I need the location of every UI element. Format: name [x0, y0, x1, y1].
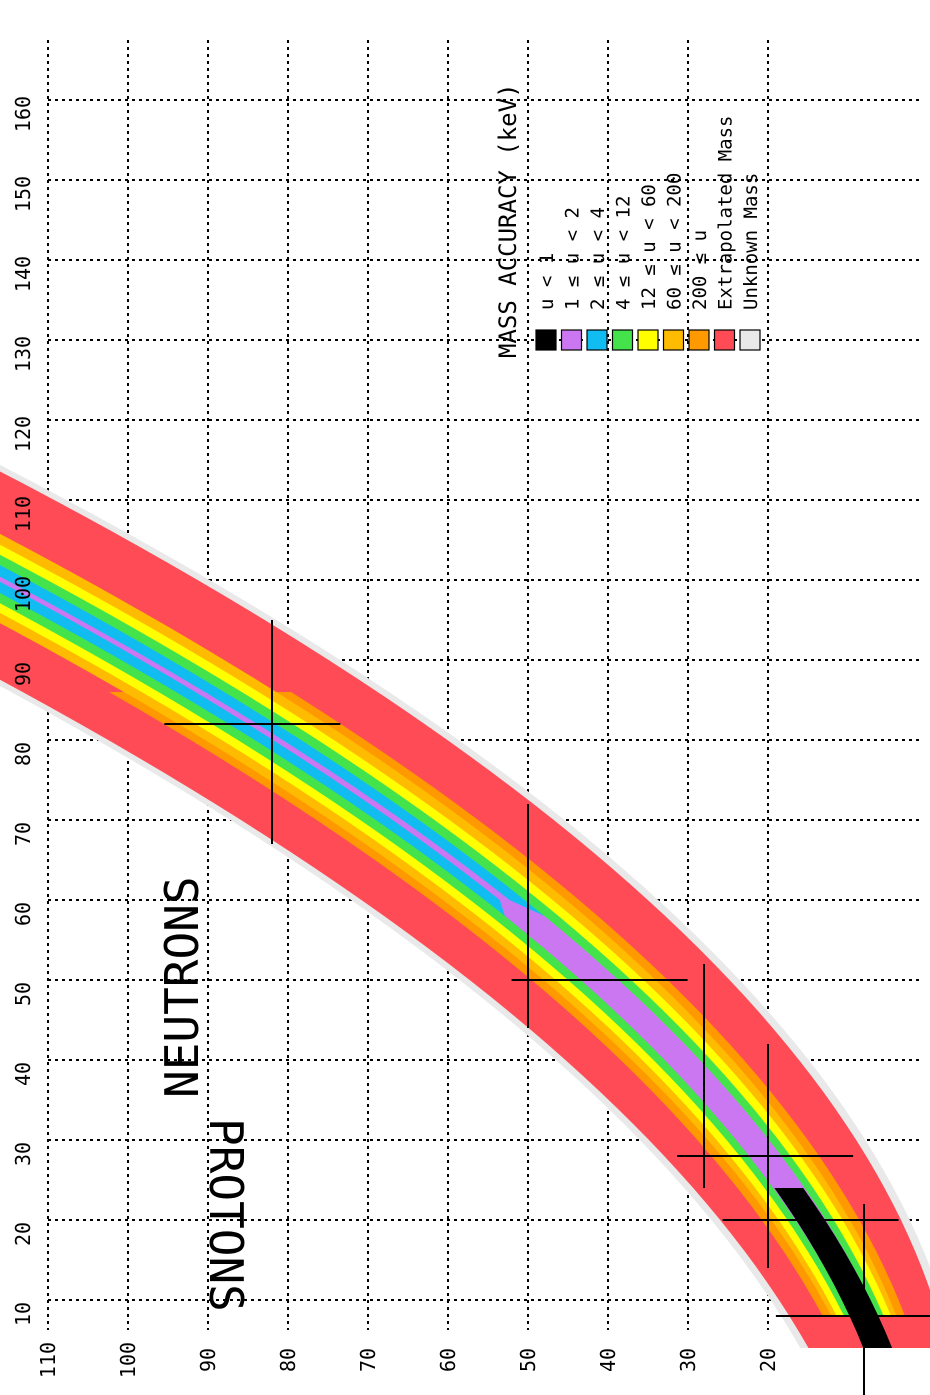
x-tick-label: 90 [11, 662, 35, 686]
neutron-axis-ticks: 10 20 30 40 50 60 70 80 90 100 110 120 130 140 150 160 [11, 96, 35, 1326]
legend-label: Extrapolated Mass [715, 116, 737, 310]
x-tick-label: 10 [11, 1302, 35, 1326]
legend-label: 12 ≤ u < 60 [638, 184, 660, 310]
band-4 [0, 544, 892, 1316]
legend-swatch [662, 329, 685, 351]
x-tick-label: 140 [11, 256, 35, 292]
legend-label: 60 ≤ u < 200 [664, 173, 686, 310]
legend-swatch [586, 329, 608, 351]
band-6 [0, 565, 876, 1316]
proton-axis-ticks: 20 30 40 50 60 70 80 90 100 110 [36, 1342, 780, 1378]
y-tick-label: 90 [196, 1348, 220, 1372]
legend-swatch [560, 329, 583, 351]
y-tick-label: 100 [116, 1342, 140, 1378]
x-tick-label: 160 [11, 96, 35, 132]
legend-title: MASS ACCURACY (keV) [494, 83, 522, 358]
y-tick-label: 110 [36, 1342, 60, 1378]
y-tick-label: 80 [276, 1348, 300, 1372]
y-tick-label: 40 [596, 1348, 620, 1372]
y-axis-title: PROTONS [199, 1118, 253, 1312]
y-tick-label: 20 [756, 1348, 780, 1372]
legend-label: 200 ≤ u [689, 230, 711, 310]
x-tick-label: 120 [11, 416, 35, 452]
x-tick-label: 80 [11, 742, 35, 766]
x-axis-title: NEUTRONS [155, 876, 209, 1098]
legend-swatch [611, 329, 634, 351]
y-tick-label: 70 [356, 1348, 380, 1372]
nuclide-bands [0, 464, 930, 1348]
x-tick-label: 50 [11, 982, 35, 1006]
legend-label: u < 1 [536, 253, 558, 310]
legend-swatch [637, 329, 659, 351]
legend-label: 2 ≤ u < 4 [587, 207, 609, 310]
legend-swatch [688, 329, 710, 351]
x-tick-label: 100 [11, 576, 35, 612]
x-tick-label: 20 [11, 1222, 35, 1246]
legend-label: 1 ≤ u < 2 [562, 207, 584, 310]
x-tick-label: 30 [11, 1142, 35, 1166]
band-8 [774, 1188, 893, 1348]
y-tick-label: 30 [676, 1348, 700, 1372]
legend-swatch [739, 329, 761, 351]
x-tick-label: 130 [11, 336, 35, 372]
x-tick-label: 70 [11, 822, 35, 846]
x-tick-label: 60 [11, 902, 35, 926]
y-tick-label: 60 [436, 1348, 460, 1372]
x-tick-label: 150 [11, 176, 35, 212]
x-tick-label: 110 [11, 496, 35, 532]
legend-label: Unknown Mass [740, 173, 762, 310]
legend-swatch [535, 329, 557, 351]
magic-number-lines [164, 620, 930, 1395]
legend-label: 4 ≤ u < 12 [613, 196, 635, 310]
y-tick-label: 50 [516, 1348, 540, 1372]
legend-swatch [713, 329, 736, 351]
x-tick-label: 40 [11, 1062, 35, 1086]
